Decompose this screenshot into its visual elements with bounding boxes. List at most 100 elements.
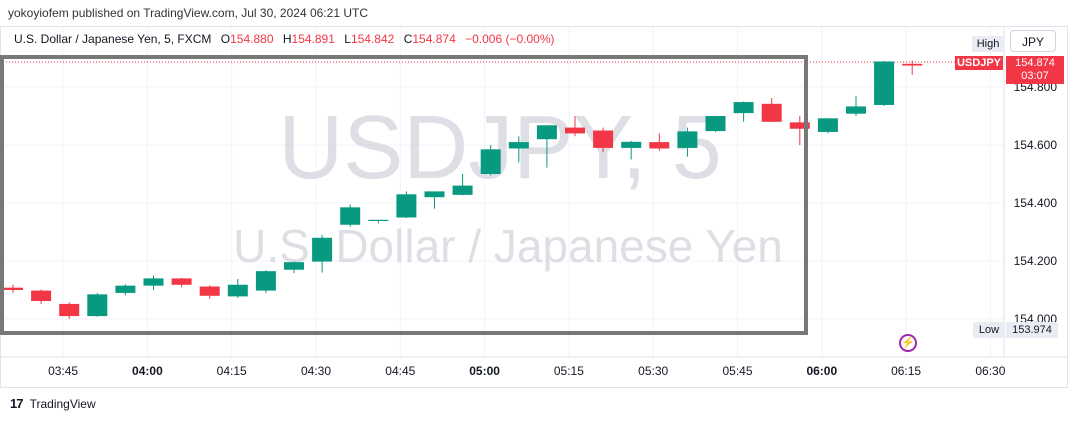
- currency-button[interactable]: JPY: [1010, 30, 1056, 52]
- low-marker-value: 153.974: [1006, 322, 1058, 338]
- candle-body: [761, 103, 782, 122]
- time-tick-label: 05:30: [638, 364, 668, 378]
- candle-body: [480, 149, 501, 174]
- candle: [705, 116, 726, 132]
- candle: [846, 95, 866, 116]
- symbol-watermark: USDJPY, 5 U.S. Dollar / Japanese Yen: [233, 98, 783, 272]
- legend-change: −0.006 (−0.00%): [465, 32, 555, 46]
- legend-symbol[interactable]: U.S. Dollar / Japanese Yen, 5, FXCM: [14, 32, 212, 46]
- candle: [87, 292, 108, 317]
- legend-open-value: 154.880: [230, 32, 274, 46]
- legend-low-label: L: [344, 32, 351, 46]
- candle-body: [424, 191, 445, 198]
- candle-body: [199, 286, 220, 296]
- low-marker-label: Low: [973, 322, 1005, 338]
- candle: [368, 219, 389, 224]
- candles: [3, 60, 923, 319]
- candle: [143, 275, 164, 290]
- candle-body: [536, 125, 557, 140]
- last-price-value: 154.874: [1015, 57, 1055, 69]
- legend-high-label: H: [282, 32, 292, 46]
- symbol-price-tag: USDJPY: [955, 56, 1003, 70]
- legend-close-value: 154.874: [412, 32, 456, 46]
- candle-body: [565, 127, 585, 134]
- price-tick-label: 154.200: [1014, 254, 1058, 268]
- candle: [677, 127, 698, 157]
- publish-caption: yokoyiofem published on TradingView.com,…: [8, 6, 368, 20]
- time-tick-label: 04:30: [301, 364, 331, 378]
- candle: [565, 116, 585, 137]
- candle: [171, 277, 192, 288]
- time-tick-label: 05:00: [469, 364, 500, 378]
- candle: [536, 125, 557, 168]
- candle-body: [705, 116, 726, 132]
- candle-body: [677, 131, 698, 148]
- tradingview-logo-icon: 17: [10, 396, 24, 411]
- candle-body: [312, 237, 333, 262]
- time-tick-label: 06:30: [975, 364, 1005, 378]
- time-tick-label: 04:45: [385, 364, 415, 378]
- candle-body: [593, 130, 614, 148]
- time-tick-label: 03:45: [48, 364, 78, 378]
- watermark-symbol: USDJPY, 5: [278, 98, 722, 198]
- price-tick-label: 154.600: [1014, 138, 1058, 152]
- tradingview-brand: TradingView: [29, 397, 96, 411]
- candle: [3, 284, 23, 293]
- candle: [874, 60, 895, 106]
- price-tick-label: 154.400: [1014, 196, 1058, 210]
- highlight-box: [0, 55, 808, 335]
- candle: [31, 289, 52, 304]
- candle: [284, 261, 304, 274]
- candle-body: [396, 194, 417, 218]
- candle: [902, 60, 923, 75]
- candle-body: [368, 219, 389, 221]
- time-tick-label: 06:00: [806, 364, 837, 378]
- legend-low-value: 154.842: [350, 32, 395, 46]
- candle: [789, 116, 810, 145]
- candle: [396, 191, 417, 219]
- candle-body: [874, 61, 895, 105]
- candle-body: [817, 118, 838, 132]
- candle-body: [621, 141, 642, 148]
- lightning-icon[interactable]: ⚡: [899, 334, 917, 352]
- time-tick-label: 04:00: [132, 364, 163, 378]
- candle-body: [3, 287, 23, 290]
- candle-body: [143, 278, 164, 286]
- candle: [621, 140, 642, 160]
- candle-body: [87, 294, 108, 317]
- candle: [817, 118, 838, 134]
- candle: [480, 145, 501, 176]
- legend-high-value: 154.891: [291, 32, 335, 46]
- high-marker-label: High: [972, 36, 1004, 52]
- candle: [508, 136, 529, 163]
- candle-body: [31, 290, 52, 302]
- candle: [733, 101, 754, 122]
- candle-body: [846, 106, 866, 114]
- candle-body: [171, 278, 192, 285]
- candle-body: [284, 262, 304, 270]
- candle: [424, 191, 445, 209]
- time-axis: 03:45 04:00 04:15 04:30 04:45 05:00 05:15 05:30…: [48, 364, 1006, 378]
- legend-close-label: C: [403, 32, 413, 46]
- candle: [649, 133, 670, 151]
- candle-body: [227, 284, 248, 297]
- tradingview-footer[interactable]: 17 TradingView: [10, 396, 96, 411]
- candle: [255, 270, 276, 293]
- time-tick-label: 05:15: [554, 364, 584, 378]
- candle-body: [115, 285, 136, 293]
- candle: [115, 284, 136, 296]
- time-tick-label: 04:15: [217, 364, 247, 378]
- bar-countdown: 03:07: [1021, 70, 1049, 82]
- ohlc-legend: U.S. Dollar / Japanese Yen, 5, FXCM O154…: [14, 32, 555, 46]
- candle-body: [59, 303, 80, 317]
- grid-lines: [0, 27, 1004, 357]
- candle: [312, 234, 333, 273]
- candle-body: [255, 271, 276, 291]
- legend-open-label: O: [220, 32, 231, 46]
- candle-body: [452, 185, 473, 195]
- candle: [340, 204, 361, 227]
- candle-body: [733, 102, 754, 114]
- candle-body: [902, 63, 923, 66]
